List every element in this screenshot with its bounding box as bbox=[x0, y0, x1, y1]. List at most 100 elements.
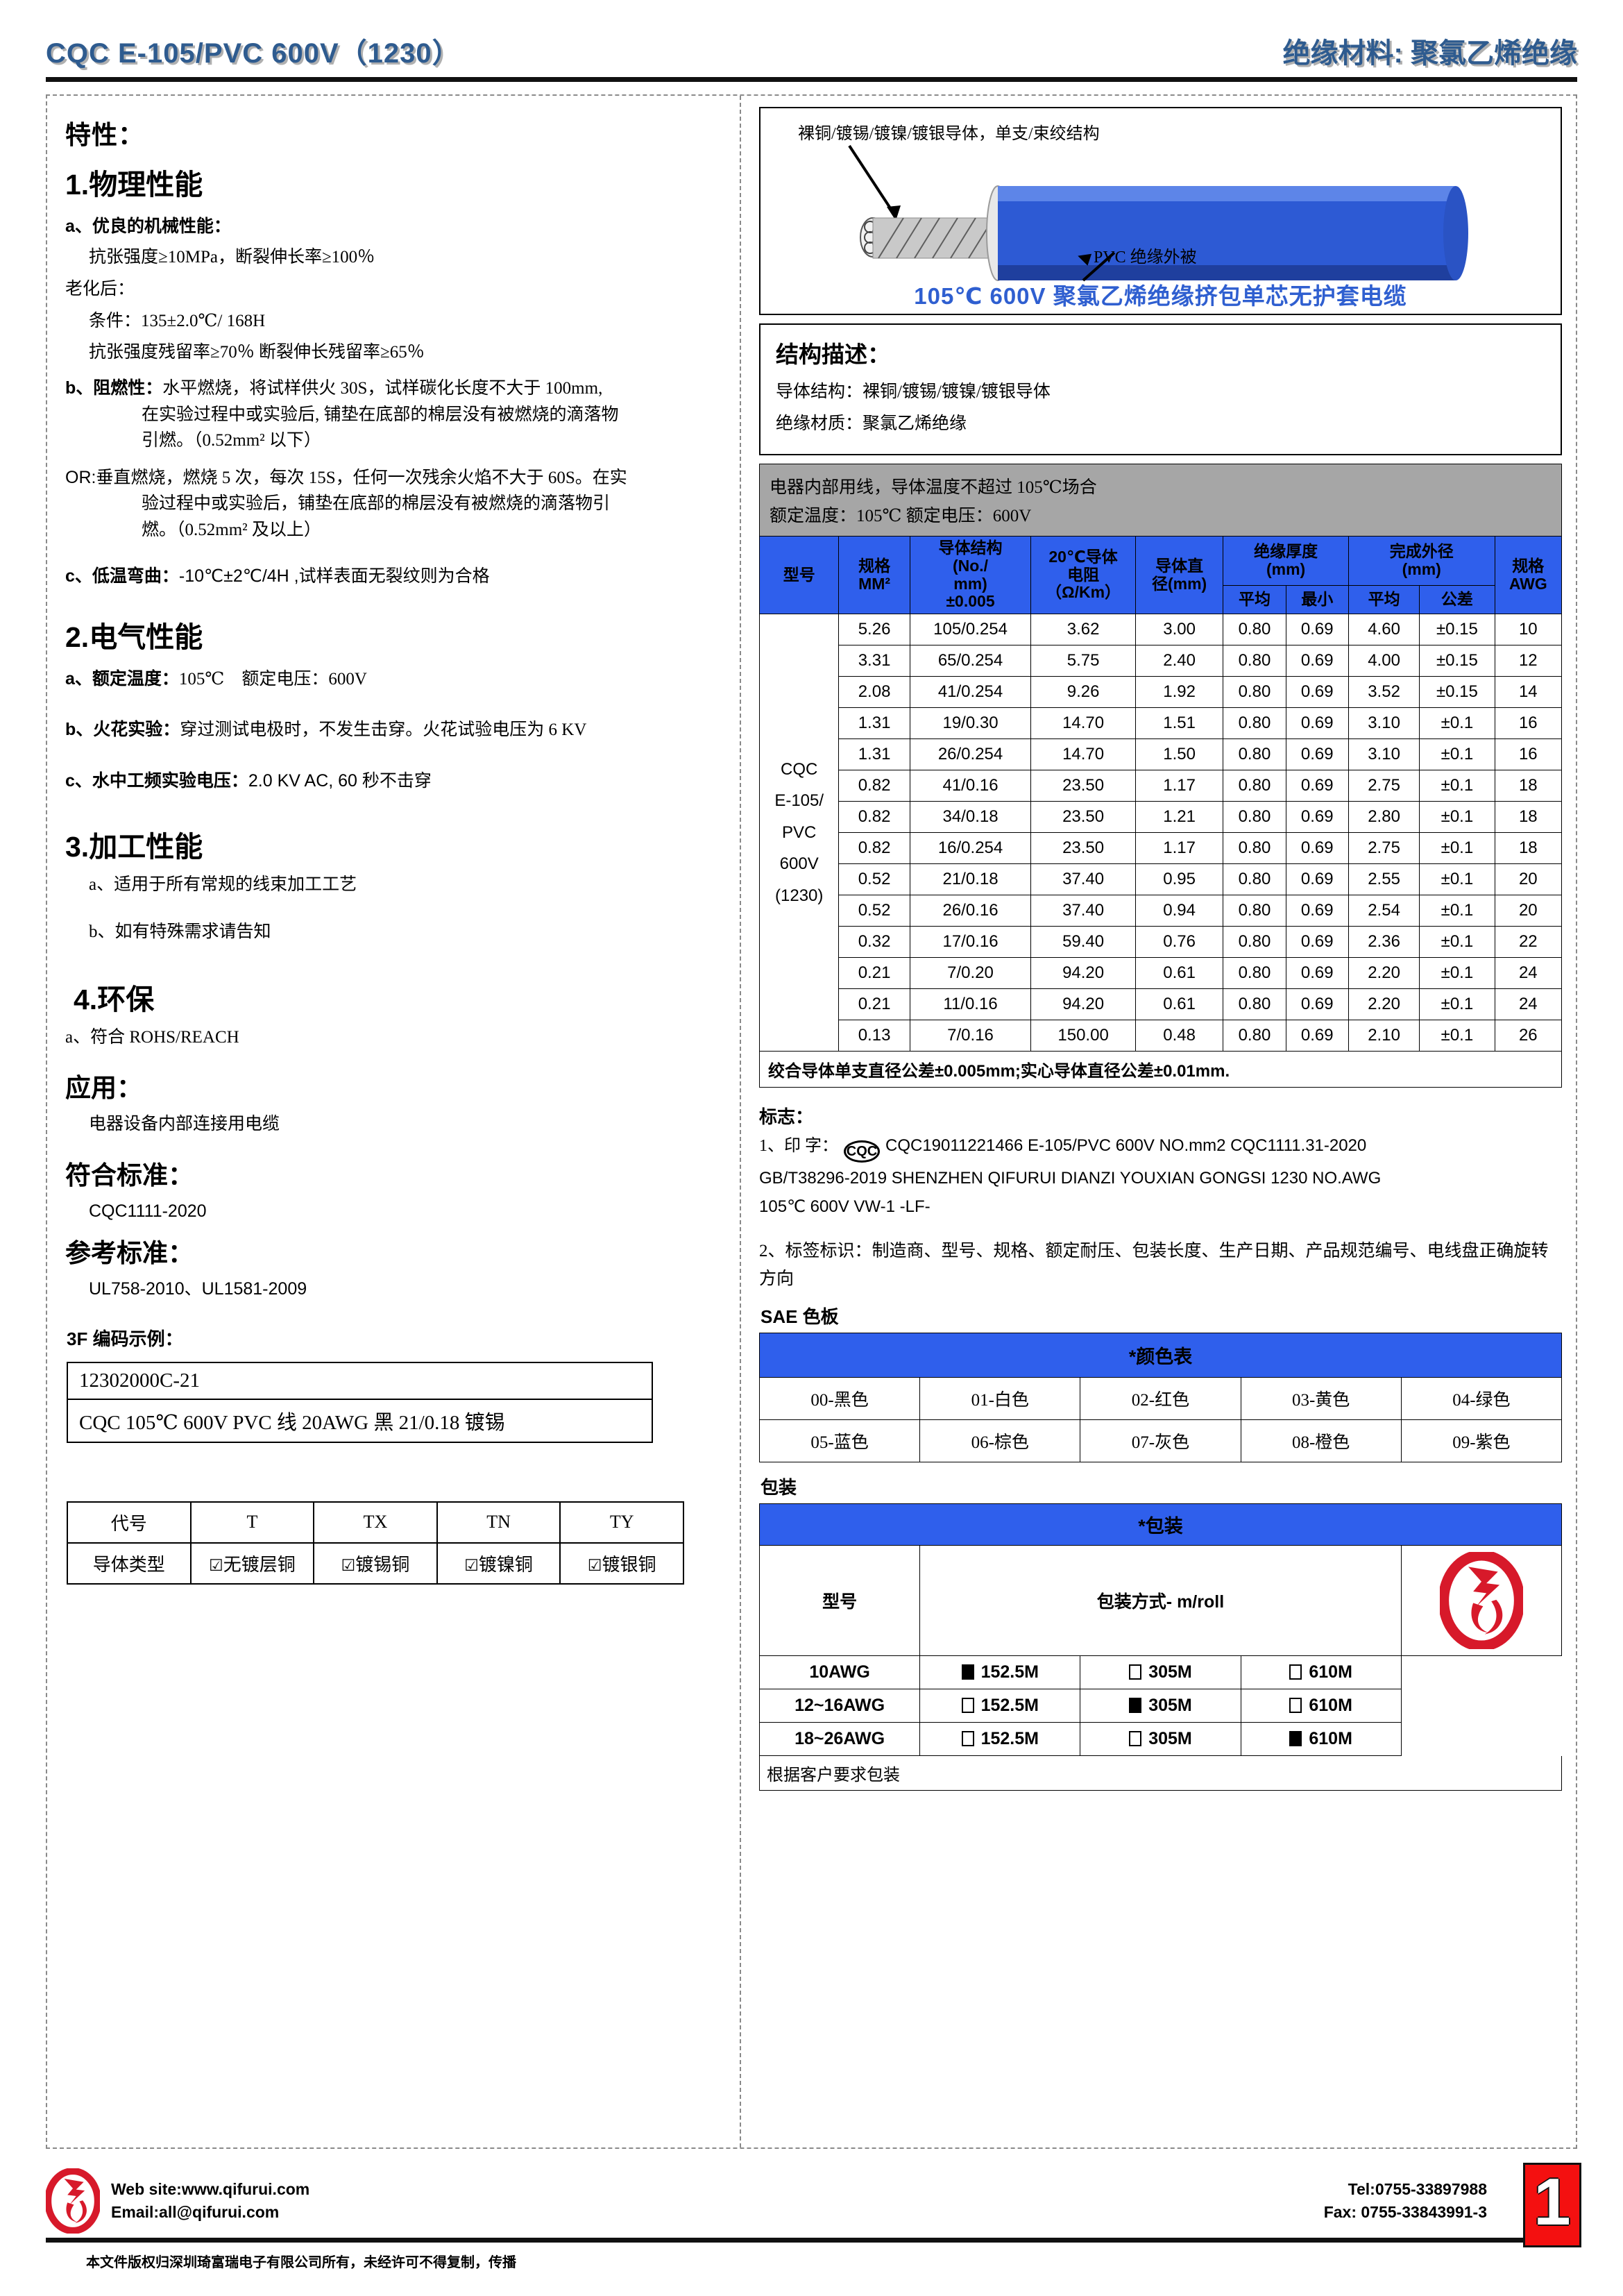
spec-cell: 0.80 bbox=[1223, 707, 1286, 739]
conductor-callout-label: 裸铜/镀锡/镀镍/镀银导体，单支/束绞结构 bbox=[798, 125, 1100, 143]
spec-cell: 0.80 bbox=[1223, 676, 1286, 708]
checkbox-unchecked-icon[interactable] bbox=[1289, 1664, 1302, 1680]
pack-option-cell[interactable]: 152.5M bbox=[919, 1689, 1081, 1723]
footer-website[interactable]: Web site:www.qifurui.com bbox=[111, 2179, 310, 2198]
pack-option-cell[interactable]: 305M bbox=[1080, 1722, 1241, 1757]
pack-option-cell[interactable]: 305M bbox=[1080, 1689, 1241, 1723]
pack-option-label: 305M bbox=[1148, 1662, 1192, 1682]
rated-temp-label: a、额定温度： bbox=[65, 668, 179, 689]
spec-cell: 105/0.254 bbox=[909, 614, 1032, 645]
marking-title: 标志： bbox=[759, 1106, 814, 1127]
checkbox-unchecked-icon[interactable] bbox=[961, 1698, 974, 1714]
spec-cell: 3.62 bbox=[1030, 614, 1136, 645]
spec-cell: 0.32 bbox=[838, 926, 910, 958]
footer-email[interactable]: Email:all@qifurui.com bbox=[111, 2203, 280, 2221]
checkbox-icon[interactable]: ☑ bbox=[464, 1556, 479, 1575]
coding-example-box: 12302000C-21 CQC 105℃ 600V PVC 线 20AWG 黑… bbox=[67, 1361, 653, 1443]
spec-cell: 0.76 bbox=[1135, 926, 1224, 958]
spec-cell: 0.48 bbox=[1135, 1020, 1224, 1052]
spec-cell: 0.69 bbox=[1285, 770, 1349, 802]
table-header-row: *包装 bbox=[759, 1503, 1562, 1546]
spec-cell: 0.82 bbox=[838, 832, 910, 864]
spec-cell: 0.80 bbox=[1223, 645, 1286, 677]
spec-cell: 1.31 bbox=[838, 707, 910, 739]
pack-option-cell[interactable]: 305M bbox=[1080, 1655, 1241, 1690]
low-temp-bend-block: c、低温弯曲：-10℃±2℃/4H ,试样表面无裂纹则为合格 bbox=[65, 564, 722, 590]
footer-phone-block: Tel:0755-33897988 Fax: 0755-33843991-3 bbox=[1324, 2178, 1577, 2225]
color-cell: 03-黄色 bbox=[1240, 1377, 1402, 1421]
th-resistance: 20℃导体 电阻 （Ω/Km） bbox=[1030, 536, 1136, 614]
mechanical-label: a、优良的机械性能： bbox=[65, 217, 231, 236]
checkbox-icon[interactable]: ☑ bbox=[587, 1556, 602, 1575]
pack-option-label: 305M bbox=[1148, 1696, 1192, 1716]
ctype-cell-t[interactable]: ☑无镀层铜 bbox=[189, 1542, 315, 1585]
spec-cell: 0.61 bbox=[1135, 988, 1224, 1020]
section-4-title: 4.环保 bbox=[74, 983, 155, 1015]
color-table-header: *颜色表 bbox=[759, 1333, 1562, 1378]
pack-option-label: 610M bbox=[1309, 1696, 1352, 1716]
application-title: 应用： bbox=[65, 1074, 142, 1103]
checkbox-unchecked-icon[interactable] bbox=[1289, 1698, 1302, 1714]
table-row: 0.13 7/0.16 150.00 0.48 0.80 0.69 2.10 ±0.1 26 bbox=[760, 1020, 1563, 1052]
pack-option-label: 152.5M bbox=[980, 1729, 1039, 1749]
color-cell: 01-白色 bbox=[919, 1377, 1081, 1421]
table-row: 0.82 16/0.254 23.50 1.17 0.80 0.69 2.75 ±0.1 18 bbox=[760, 832, 1563, 864]
spec-cell: 94.20 bbox=[1030, 988, 1136, 1020]
marking-print-label: 1、印 字： bbox=[759, 1137, 838, 1155]
spec-cell: 2.20 bbox=[1348, 988, 1420, 1020]
th-conductor-structure: 导体结构 (No./mm) ±0.005 bbox=[909, 536, 1032, 614]
flame-retardant-label: b、阻燃性： bbox=[65, 378, 163, 398]
spec-cell: ±0.1 bbox=[1419, 832, 1495, 864]
spec-cell: 0.21 bbox=[838, 988, 910, 1020]
pack-option-cell[interactable]: 610M bbox=[1240, 1689, 1402, 1723]
ctype-row-label: 导体类型 bbox=[67, 1542, 192, 1585]
th-conductor-diameter: 导体直 径(mm) bbox=[1135, 536, 1224, 614]
th-model: 型号 bbox=[758, 536, 840, 614]
checkbox-checked-icon[interactable] bbox=[961, 1664, 974, 1680]
checkbox-unchecked-icon[interactable] bbox=[1129, 1664, 1142, 1680]
spec-cell: ±0.15 bbox=[1419, 676, 1495, 708]
spec-cell: 0.82 bbox=[838, 770, 910, 802]
spec-cell: 18 bbox=[1494, 770, 1563, 802]
water-test-block: c、水中工频实验电压：2.0 KV AC, 60 秒不击穿 bbox=[65, 768, 722, 795]
checkbox-checked-icon[interactable] bbox=[1129, 1698, 1142, 1714]
table-row: 0.52 26/0.16 37.40 0.94 0.80 0.69 2.54 ±0.1 20 bbox=[760, 895, 1563, 927]
pack-option-cell[interactable]: 610M bbox=[1240, 1655, 1402, 1690]
checkbox-icon[interactable]: ☑ bbox=[341, 1556, 356, 1575]
coding-example-value: 12302000C-21 bbox=[68, 1363, 652, 1400]
checkbox-checked-icon[interactable] bbox=[1289, 1731, 1302, 1747]
pack-option-cell[interactable]: 152.5M bbox=[919, 1722, 1081, 1757]
section-1-title: 1.物理性能 bbox=[65, 169, 203, 201]
table-row: 12~16AWG 152.5M 305M 610M bbox=[758, 1689, 1562, 1723]
ctype-header-tx: TX bbox=[313, 1501, 438, 1544]
spec-model-line: PVC bbox=[782, 822, 817, 842]
flame-retardant-line2: 在实验过程中或实验后, 铺垫在底部的棉层没有被燃烧的滴落物 bbox=[142, 405, 619, 424]
ctype-cell-ty[interactable]: ☑镀银铜 bbox=[559, 1542, 684, 1585]
cable-illustration-panel: 裸铜/镀锡/镀镍/镀银导体，单支/束绞结构 bbox=[759, 107, 1562, 315]
checkbox-unchecked-icon[interactable] bbox=[1129, 1731, 1142, 1747]
ctype-cell-tn[interactable]: ☑镀镍铜 bbox=[436, 1542, 561, 1585]
aging-condition: 条件：135±2.0℃/ 168H bbox=[89, 311, 266, 330]
footer-contact: Web site:www.qifurui.com Email:all@qifur… bbox=[111, 2178, 309, 2225]
spec-cell: 2.40 bbox=[1135, 645, 1224, 677]
spec-cell: ±0.1 bbox=[1419, 801, 1495, 833]
spec-cell: 12 bbox=[1494, 645, 1563, 677]
th-outer-group: 完成外径 (mm) bbox=[1348, 535, 1495, 586]
spec-cell: 5.26 bbox=[838, 614, 910, 645]
rated-temp-block: a、额定温度：105℃ 额定电压：600V bbox=[65, 666, 722, 693]
page-number-badge: 1 bbox=[1523, 2163, 1581, 2247]
spec-cell: 4.60 bbox=[1348, 614, 1420, 645]
spec-cell: 2.75 bbox=[1348, 770, 1420, 802]
pack-option-label: 152.5M bbox=[980, 1696, 1039, 1716]
spec-cell: 18 bbox=[1494, 801, 1563, 833]
checkbox-unchecked-icon[interactable] bbox=[961, 1731, 974, 1747]
table-row: 0.82 34/0.18 23.50 1.21 0.80 0.69 2.80 ±0.1 18 bbox=[760, 801, 1563, 833]
ctype-cell-tx[interactable]: ☑镀锡铜 bbox=[313, 1542, 438, 1585]
checkbox-icon[interactable]: ☑ bbox=[209, 1556, 223, 1575]
spec-cell: 1.17 bbox=[1135, 832, 1224, 864]
spec-model-cell: CQC E-105/PVC 600V (1230) bbox=[758, 614, 840, 1052]
pack-option-cell[interactable]: 152.5M bbox=[919, 1655, 1081, 1690]
spec-cell: 2.55 bbox=[1348, 863, 1420, 895]
pack-option-cell[interactable]: 610M bbox=[1240, 1722, 1402, 1757]
water-test-text: 2.0 KV AC, 60 秒不击穿 bbox=[248, 770, 432, 791]
